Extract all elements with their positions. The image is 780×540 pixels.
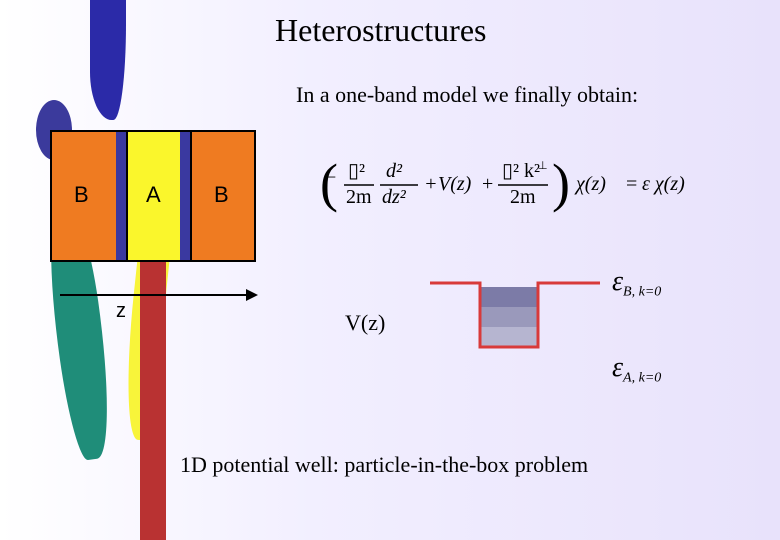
eq-vz: V(z) [438, 173, 472, 195]
layer-label-B1: B [74, 182, 89, 208]
well-level-2 [480, 307, 538, 327]
eq-perp: ⊥ [538, 160, 548, 172]
eq-rhs: ε χ(z) [642, 173, 685, 195]
layer-label-B2: B [214, 182, 229, 208]
well-level-3 [480, 287, 538, 307]
eq-d2-bot: dz² [382, 186, 407, 208]
z-axis-arrow [60, 294, 256, 296]
epsilon-A-sub: A, k=0 [623, 370, 661, 385]
layer-gap-right [180, 130, 190, 262]
eq-t2-top: ▯² k² [502, 160, 540, 182]
epsilon-B-symbol: ε [612, 266, 623, 297]
vz-label: V(z) [345, 310, 385, 336]
schrodinger-equation: ( − ▯² 2m d² dz² + V(z) + ▯² k² 2m ⊥ ) χ… [320, 155, 760, 225]
svg-text:+: + [482, 173, 493, 195]
slide-title: Heterostructures [275, 12, 486, 49]
epsilon-A-symbol: ε [612, 352, 623, 383]
svg-text:+: + [424, 173, 438, 195]
eq-d2-top: d² [386, 160, 403, 182]
potential-well-diagram [430, 275, 600, 375]
epsilon-B-sub: B, k=0 [623, 284, 661, 299]
bottom-caption: 1D potential well: particle-in-the-box p… [180, 452, 588, 478]
eq-chi-l: χ(z) [574, 173, 606, 195]
svg-text:=: = [626, 173, 637, 195]
layer-gap-left [116, 130, 126, 262]
well-level-1 [480, 327, 538, 347]
z-axis-label: z [116, 300, 126, 323]
eq-t1-top: ▯² [348, 160, 365, 182]
slide: Heterostructures In a one-band model we … [0, 0, 780, 540]
eq-t2-bot: 2m [510, 186, 536, 208]
eq-t1-bot: 2m [346, 186, 372, 208]
svg-text:): ) [552, 155, 570, 213]
epsilon-A-label: εA, k=0 [612, 352, 661, 386]
layer-diagram: B A B [50, 130, 256, 280]
decor-ribbon-blue [90, 0, 126, 120]
svg-text:−: − [326, 167, 336, 187]
epsilon-B-label: εB, k=0 [612, 266, 661, 300]
layer-label-A: A [146, 182, 161, 208]
slide-subtitle: In a one-band model we finally obtain: [296, 82, 638, 108]
